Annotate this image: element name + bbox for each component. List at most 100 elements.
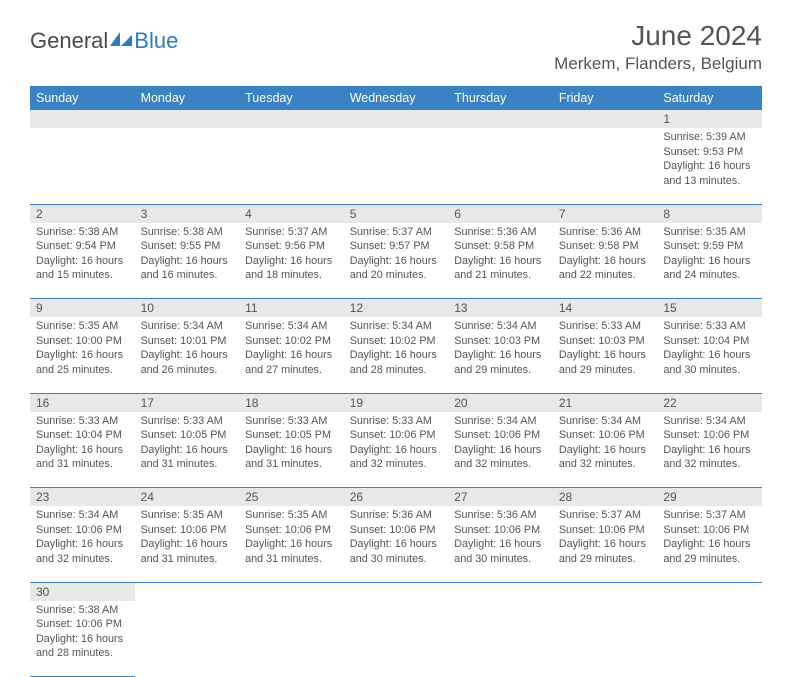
day-info-line: Sunrise: 5:36 AM <box>454 508 547 523</box>
day-info-line: Sunset: 10:06 PM <box>454 428 547 443</box>
day-number-cell: 4 <box>239 204 344 223</box>
day-number: 13 <box>448 299 553 317</box>
day-number-cell: 24 <box>135 488 240 507</box>
day-info: Sunrise: 5:37 AMSunset: 9:57 PMDaylight:… <box>344 223 449 287</box>
day-info-line: Sunset: 10:04 PM <box>663 334 756 349</box>
day-info-line: Sunset: 9:55 PM <box>141 239 234 254</box>
day-info-line: Daylight: 16 hours <box>559 537 652 552</box>
day-info-line: Sunset: 9:54 PM <box>36 239 129 254</box>
day-info-line: Sunset: 10:01 PM <box>141 334 234 349</box>
day-info: Sunrise: 5:34 AMSunset: 10:06 PMDaylight… <box>30 506 135 570</box>
day-data-cell: Sunrise: 5:38 AMSunset: 9:54 PMDaylight:… <box>30 223 135 299</box>
day-info-line: and 16 minutes. <box>141 268 234 283</box>
day-info-line: and 31 minutes. <box>245 457 338 472</box>
day-number: 5 <box>344 205 449 223</box>
day-info: Sunrise: 5:34 AMSunset: 10:06 PMDaylight… <box>657 412 762 476</box>
day-data-cell: Sunrise: 5:37 AMSunset: 10:06 PMDaylight… <box>657 506 762 582</box>
day-info-line: Sunrise: 5:34 AM <box>454 414 547 429</box>
weekday-header: Wednesday <box>344 86 449 110</box>
day-info-line: Sunrise: 5:35 AM <box>663 225 756 240</box>
day-info-line: Sunrise: 5:39 AM <box>663 130 756 145</box>
day-number: 4 <box>239 205 344 223</box>
day-info: Sunrise: 5:33 AMSunset: 10:04 PMDaylight… <box>657 317 762 381</box>
day-info-line: Sunset: 9:53 PM <box>663 145 756 160</box>
day-data-cell: Sunrise: 5:36 AMSunset: 9:58 PMDaylight:… <box>553 223 658 299</box>
day-info-line: Sunset: 9:56 PM <box>245 239 338 254</box>
day-number-cell <box>135 110 240 128</box>
day-info-line: Sunset: 9:58 PM <box>559 239 652 254</box>
day-info-line: Daylight: 16 hours <box>663 348 756 363</box>
day-info-line: Sunrise: 5:34 AM <box>663 414 756 429</box>
day-info-line: Sunrise: 5:34 AM <box>141 319 234 334</box>
day-data-cell: Sunrise: 5:39 AMSunset: 9:53 PMDaylight:… <box>657 128 762 204</box>
day-info-line: and 20 minutes. <box>350 268 443 283</box>
day-number-cell: 22 <box>657 393 762 412</box>
day-info-line: Sunset: 10:03 PM <box>454 334 547 349</box>
day-info-line: and 27 minutes. <box>245 363 338 378</box>
day-number-cell <box>30 110 135 128</box>
day-info-line: and 28 minutes. <box>350 363 443 378</box>
header: GeneralBlue June 2024 Merkem, Flanders, … <box>30 20 762 74</box>
day-number: 1 <box>657 110 762 128</box>
weekday-header: Saturday <box>657 86 762 110</box>
day-info-line: Daylight: 16 hours <box>36 443 129 458</box>
day-number-cell: 19 <box>344 393 449 412</box>
day-number: 9 <box>30 299 135 317</box>
day-number-cell: 16 <box>30 393 135 412</box>
day-info-line: Sunset: 10:02 PM <box>245 334 338 349</box>
day-info-line: Daylight: 16 hours <box>559 348 652 363</box>
day-number-cell: 28 <box>553 488 658 507</box>
location-label: Merkem, Flanders, Belgium <box>554 54 762 74</box>
day-info-line: Sunset: 10:06 PM <box>559 523 652 538</box>
day-info-line: Daylight: 16 hours <box>245 537 338 552</box>
day-info-line: Sunset: 10:03 PM <box>559 334 652 349</box>
day-data-cell: Sunrise: 5:37 AMSunset: 9:57 PMDaylight:… <box>344 223 449 299</box>
day-info-line: Sunset: 10:06 PM <box>36 523 129 538</box>
day-info-line: and 22 minutes. <box>559 268 652 283</box>
day-data-cell: Sunrise: 5:33 AMSunset: 10:04 PMDaylight… <box>657 317 762 393</box>
day-info-line: Daylight: 16 hours <box>350 537 443 552</box>
day-number-cell: 2 <box>30 204 135 223</box>
day-info-line: Sunset: 9:57 PM <box>350 239 443 254</box>
weekday-header: Friday <box>553 86 658 110</box>
day-info-line: Daylight: 16 hours <box>245 348 338 363</box>
day-info: Sunrise: 5:34 AMSunset: 10:03 PMDaylight… <box>448 317 553 381</box>
day-number-cell: 18 <box>239 393 344 412</box>
day-info-line: Sunset: 10:04 PM <box>36 428 129 443</box>
day-info-line: Daylight: 16 hours <box>663 254 756 269</box>
empty-day-number <box>135 110 240 128</box>
day-info-line: Daylight: 16 hours <box>36 632 129 647</box>
day-info-line: Daylight: 16 hours <box>454 537 547 552</box>
day-info: Sunrise: 5:38 AMSunset: 9:55 PMDaylight:… <box>135 223 240 287</box>
day-info-line: and 31 minutes. <box>36 457 129 472</box>
sail-icon <box>110 32 132 46</box>
day-info: Sunrise: 5:38 AMSunset: 10:06 PMDaylight… <box>30 601 135 665</box>
day-number-cell: 6 <box>448 204 553 223</box>
day-data-cell: Sunrise: 5:35 AMSunset: 10:06 PMDaylight… <box>239 506 344 582</box>
daynum-row: 2345678 <box>30 204 762 223</box>
day-info-line: and 31 minutes. <box>245 552 338 567</box>
day-info-line: and 26 minutes. <box>141 363 234 378</box>
weekday-header: Sunday <box>30 86 135 110</box>
day-number: 24 <box>135 488 240 506</box>
day-data-cell: Sunrise: 5:34 AMSunset: 10:06 PMDaylight… <box>553 412 658 488</box>
day-number-cell: 8 <box>657 204 762 223</box>
day-info: Sunrise: 5:37 AMSunset: 10:06 PMDaylight… <box>553 506 658 570</box>
day-data-cell: Sunrise: 5:33 AMSunset: 10:05 PMDaylight… <box>239 412 344 488</box>
day-info-line: Sunrise: 5:34 AM <box>454 319 547 334</box>
day-number: 3 <box>135 205 240 223</box>
day-info-line: Daylight: 16 hours <box>559 254 652 269</box>
daydata-row: Sunrise: 5:33 AMSunset: 10:04 PMDaylight… <box>30 412 762 488</box>
day-number: 15 <box>657 299 762 317</box>
day-info-line: and 32 minutes. <box>350 457 443 472</box>
day-number: 8 <box>657 205 762 223</box>
day-info-line: and 15 minutes. <box>36 268 129 283</box>
day-info-line: and 30 minutes. <box>350 552 443 567</box>
day-number-cell: 27 <box>448 488 553 507</box>
day-number: 23 <box>30 488 135 506</box>
day-info-line: and 30 minutes. <box>454 552 547 567</box>
day-info-line: Daylight: 16 hours <box>36 537 129 552</box>
day-number-cell: 1 <box>657 110 762 128</box>
day-info-line: Sunset: 9:58 PM <box>454 239 547 254</box>
day-info-line: Daylight: 16 hours <box>141 348 234 363</box>
